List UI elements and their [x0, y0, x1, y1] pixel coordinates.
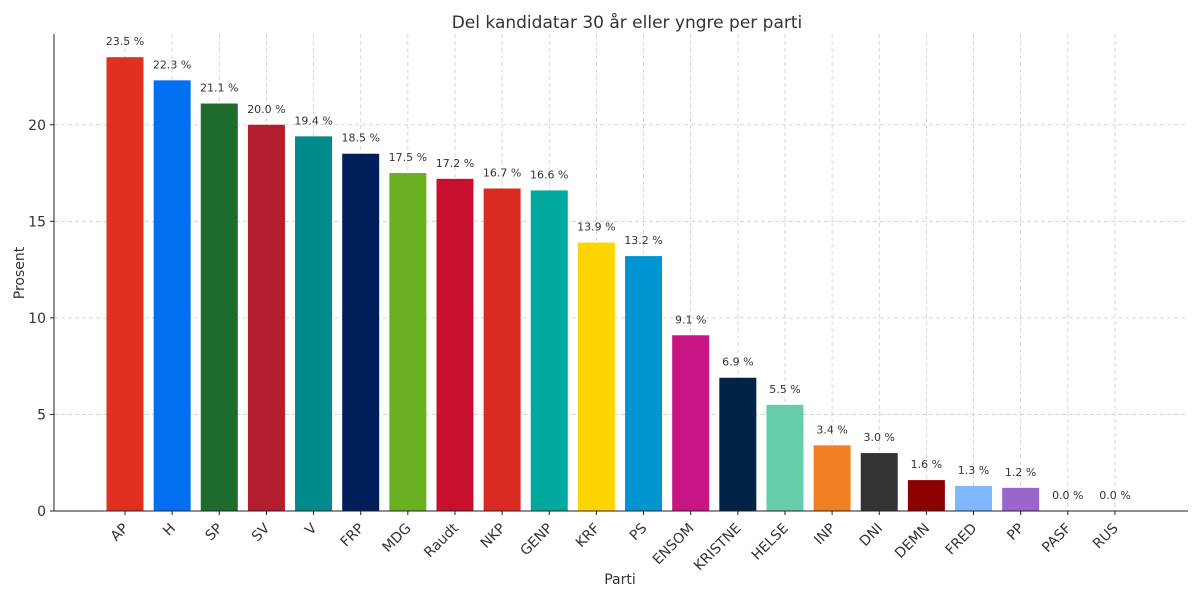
data-label-v: 19.4 % — [294, 114, 332, 127]
data-label-pasf: 0.0 % — [1052, 489, 1083, 502]
bar-pp — [1002, 487, 1040, 511]
bar-kristne — [719, 377, 757, 511]
bar-ps — [625, 256, 663, 511]
bar-fred — [955, 485, 993, 511]
x-tick-label-helse: HELSE — [749, 521, 792, 564]
x-tick-label-mdg: MDG — [380, 521, 415, 556]
x-tick-label-ps: PS — [627, 520, 651, 544]
y-tick-label: 5 — [37, 407, 46, 423]
x-tick-label-krf: KRF — [573, 521, 603, 551]
y-tick-label: 0 — [37, 504, 46, 520]
y-tick-label: 20 — [28, 118, 46, 134]
x-tick-label-dni: DNI — [857, 521, 886, 550]
data-label-genp: 16.6 % — [530, 168, 568, 181]
x-tick-label-demn: DEMN — [892, 521, 933, 562]
x-tick-label-pp: PP — [1004, 521, 1027, 544]
x-tick-label-inp: INP — [811, 521, 839, 549]
x-tick-label-ap: AP — [108, 521, 132, 545]
data-label-krf: 13.9 % — [577, 221, 615, 234]
x-tick-label-kristne: KRISTNE — [691, 521, 745, 575]
data-label-frp: 18.5 % — [341, 132, 379, 145]
bar-krf — [577, 242, 615, 511]
data-label-demn: 1.6 % — [911, 458, 942, 471]
data-label-kristne: 6.9 % — [722, 356, 753, 369]
x-axis: AP H SP SV V FRP MDG Raudt NKP GENP KRF PS ENSOMKRIS… — [108, 511, 1122, 574]
bar-demn — [907, 480, 945, 511]
x-tick-label-fred: FRED — [943, 521, 981, 559]
x-tick-label-sp: SP — [203, 521, 227, 545]
data-label-dni: 3.0 % — [864, 431, 895, 444]
data-label-raudt: 17.2 % — [436, 157, 474, 170]
bar-ap — [106, 57, 144, 512]
data-label-fred: 1.3 % — [958, 464, 989, 477]
bar-frp — [342, 153, 380, 511]
x-tick-label-raudt: Raudt — [421, 520, 462, 561]
bar-ensom — [672, 335, 710, 511]
bar-mdg — [389, 173, 427, 511]
data-label-ap: 23.5 % — [106, 35, 144, 48]
x-tick-label-h: H — [160, 521, 179, 540]
y-tick-label: 10 — [28, 311, 46, 327]
x-tick-label-v: V — [302, 520, 320, 538]
x-tick-label-sv: SV — [249, 520, 274, 545]
bar-inp — [813, 445, 851, 511]
bar-h — [153, 80, 191, 511]
y-axis: 0 5 10 15 20 — [28, 118, 54, 520]
bar-dni — [860, 453, 898, 511]
data-label-helse: 5.5 % — [769, 383, 800, 396]
bar-v — [295, 136, 333, 511]
data-label-h: 22.3 % — [153, 58, 191, 71]
data-label-pp: 1.2 % — [1005, 466, 1036, 479]
x-tick-label-nkp: NKP — [478, 521, 509, 552]
bar-helse — [766, 404, 804, 511]
bar-sv — [247, 124, 285, 511]
x-tick-label-genp: GENP — [517, 521, 556, 560]
data-label-nkp: 16.7 % — [483, 166, 521, 179]
data-label-inp: 3.4 % — [816, 423, 847, 436]
data-label-ps: 13.2 % — [624, 234, 662, 247]
x-tick-label-frp: FRP — [338, 521, 368, 551]
x-axis-label: Parti — [604, 572, 636, 588]
x-tick-label-ensom: ENSOM — [650, 521, 698, 569]
data-label-mdg: 17.5 % — [389, 151, 427, 164]
bars — [106, 57, 1040, 512]
data-label-sp: 21.1 % — [200, 82, 238, 95]
chart-title: Del kandidatar 30 år eller yngre per par… — [452, 12, 803, 33]
data-label-rus: 0.0 % — [1099, 489, 1130, 502]
bar-nkp — [483, 188, 521, 511]
bar-genp — [530, 190, 568, 511]
x-tick-label-rus: RUS — [1090, 520, 1122, 552]
data-labels: 23.5 % 22.3 % 21.1 % 20.0 % 19.4 % 18.5 % 17.5… — [106, 35, 1131, 502]
bar-sp — [200, 103, 238, 511]
x-tick-label-pasf: PASF — [1039, 521, 1074, 556]
bar-raudt — [436, 178, 474, 511]
data-label-sv: 20.0 % — [247, 103, 285, 116]
y-tick-label: 15 — [28, 214, 46, 230]
data-label-ensom: 9.1 % — [675, 313, 706, 326]
y-axis-label: Prosent — [12, 246, 28, 299]
